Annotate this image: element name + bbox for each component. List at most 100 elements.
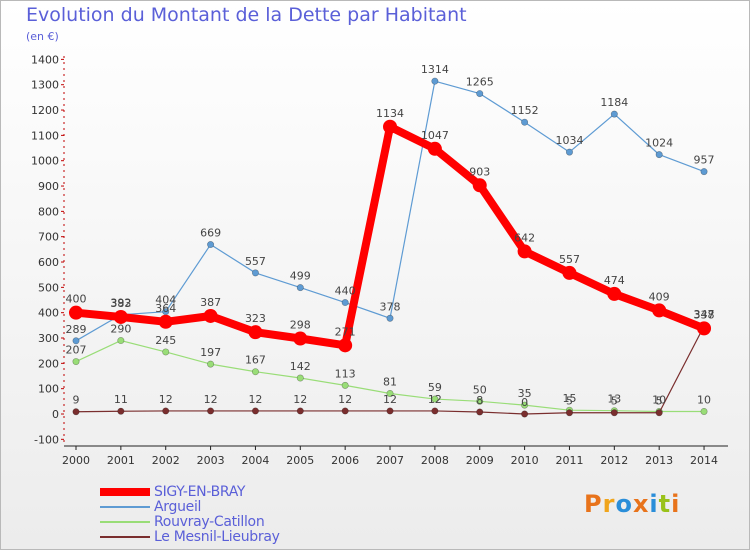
logo-letter: x: [632, 490, 650, 518]
data-label: 364: [155, 302, 176, 315]
data-label: 50: [473, 383, 487, 396]
data-point: [521, 401, 529, 409]
x-tick-label: 2007: [376, 454, 404, 467]
data-label: 197: [200, 346, 221, 359]
data-label: 440: [335, 285, 356, 298]
data-label: 499: [290, 270, 311, 283]
data-label: 383: [110, 297, 131, 310]
y-tick-label: 100: [38, 383, 59, 396]
x-tick-label: 2002: [152, 454, 180, 467]
data-point: [341, 407, 349, 415]
data-point: [565, 409, 573, 417]
legend-swatch: [100, 488, 150, 496]
logo-letter: o: [615, 490, 633, 518]
series-layer: [69, 77, 712, 418]
data-point: [72, 337, 80, 345]
data-label: 12: [159, 393, 173, 406]
data-point: [113, 309, 128, 324]
data-point: [341, 381, 349, 389]
data-label: 474: [604, 274, 625, 287]
data-label: 10: [652, 393, 666, 406]
y-tick-label: 300: [38, 332, 59, 345]
data-label: 12: [383, 393, 397, 406]
data-point: [251, 407, 259, 415]
data-point: [296, 407, 304, 415]
data-label: 1152: [511, 104, 539, 117]
data-label: 9: [73, 394, 80, 407]
data-point: [117, 337, 125, 345]
data-label: 1314: [421, 63, 449, 76]
y-tick-label: 400: [38, 307, 59, 320]
legend-label: SIGY-EN-BRAY: [154, 484, 246, 500]
data-point: [203, 308, 218, 323]
y-tick-label: 1100: [31, 129, 59, 142]
data-label: 5: [656, 395, 663, 408]
data-label: 207: [66, 344, 87, 357]
data-label: 5: [566, 395, 573, 408]
x-tick-label: 2004: [241, 454, 269, 467]
data-label: 113: [335, 367, 356, 380]
data-label: 400: [66, 293, 87, 306]
data-label: 557: [559, 253, 580, 266]
data-label: 323: [245, 312, 266, 325]
y-tick-label: 1000: [31, 155, 59, 168]
data-point: [431, 395, 439, 403]
data-label: 5: [611, 395, 618, 408]
x-tick-label: 2005: [286, 454, 314, 467]
data-label: 1047: [421, 129, 449, 142]
series-sigy-en-bray: [69, 119, 712, 353]
logo-letter: P: [584, 490, 603, 518]
legend-label: Rouvray-Catillon: [154, 514, 265, 530]
data-label: 1134: [376, 107, 404, 120]
data-point: [296, 374, 304, 382]
x-tick-label: 2012: [600, 454, 628, 467]
x-tick-label: 2013: [645, 454, 673, 467]
data-label: 338: [694, 308, 715, 321]
data-point: [562, 265, 577, 280]
data-point: [476, 408, 484, 416]
data-point: [72, 408, 80, 416]
data-point: [386, 407, 394, 415]
data-label: 12: [338, 393, 352, 406]
data-point: [296, 284, 304, 292]
x-tick-label: 2003: [197, 454, 225, 467]
data-point: [427, 141, 442, 156]
data-point: [251, 269, 259, 277]
data-point: [610, 409, 618, 417]
x-tick-label: 2014: [690, 454, 718, 467]
y-tick-label: 700: [38, 231, 59, 244]
y-tick-label: 0: [52, 408, 59, 421]
data-label: 347: [694, 308, 715, 321]
data-label: 404: [155, 294, 176, 307]
x-tick-label: 2011: [555, 454, 583, 467]
data-point: [158, 314, 173, 329]
data-point: [72, 358, 80, 366]
data-label: 35: [518, 387, 532, 400]
data-point: [69, 305, 83, 320]
x-tick-label: 2006: [331, 454, 359, 467]
logo-letter: i: [649, 490, 659, 518]
y-tick-label: 1200: [31, 104, 59, 117]
series-le-mesnil-lieubray: [72, 322, 708, 418]
data-point: [565, 148, 573, 156]
data-point: [610, 110, 618, 118]
data-label: 12: [293, 393, 307, 406]
y-tick-label: 900: [38, 180, 59, 193]
data-label: 8: [476, 394, 483, 407]
data-point: [697, 321, 712, 336]
y-tick-label: -100: [34, 433, 59, 446]
data-point: [521, 410, 529, 418]
chart-title: Evolution du Montant de la Dette par Hab…: [26, 4, 467, 26]
data-label: 0: [521, 396, 528, 409]
data-label: 387: [200, 296, 221, 309]
data-label: 289: [66, 323, 87, 336]
data-point: [117, 407, 125, 415]
y-tick-label: 800: [38, 205, 59, 218]
data-label: 1265: [466, 76, 494, 89]
data-label: 12: [248, 393, 262, 406]
data-point: [293, 331, 308, 346]
data-label: 10: [697, 393, 711, 406]
x-tick-label: 2001: [107, 454, 135, 467]
